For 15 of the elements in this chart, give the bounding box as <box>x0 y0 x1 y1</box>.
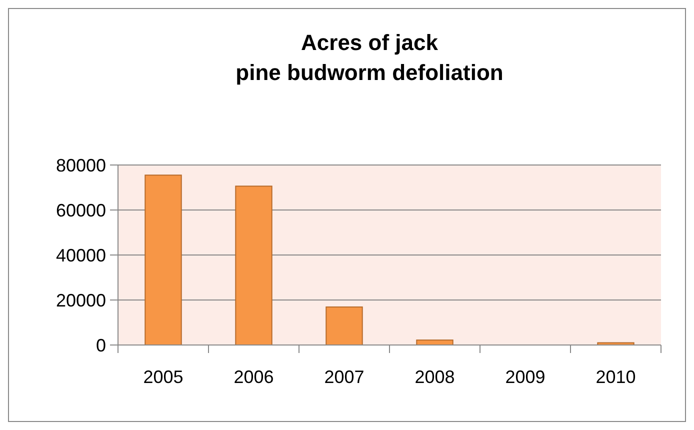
y-tick-label: 60000 <box>56 200 106 220</box>
x-tick-label: 2010 <box>596 367 636 387</box>
bar <box>144 174 182 346</box>
x-tick-label: 2008 <box>414 367 455 387</box>
y-tick-label: 20000 <box>56 290 106 310</box>
bar <box>326 306 363 346</box>
bar <box>235 186 272 346</box>
y-tick-label: 0 <box>96 335 106 356</box>
x-tick-label: 2007 <box>324 367 364 387</box>
x-tick-label: 2009 <box>505 367 546 387</box>
x-tick-label: 2006 <box>234 367 274 387</box>
x-tick-label: 2005 <box>143 367 184 387</box>
y-tick-label: 40000 <box>56 245 106 266</box>
y-tick-label: 80000 <box>56 155 106 176</box>
chart-title: Acres of jack pine budworm defoliation <box>236 30 504 85</box>
